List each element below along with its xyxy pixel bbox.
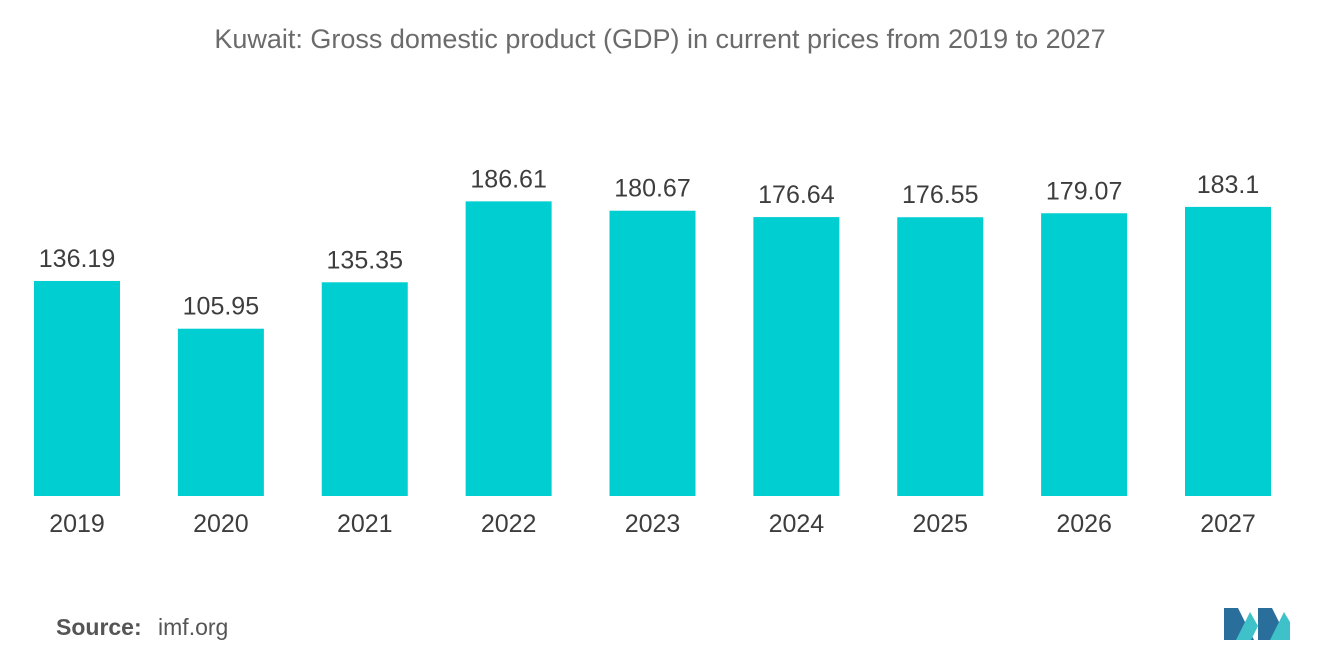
value-label-2022: 186.61 <box>470 165 546 193</box>
source-value: imf.org <box>158 614 229 640</box>
x-tick-label-2024: 2024 <box>769 510 825 538</box>
bar-2024 <box>753 217 840 497</box>
value-label-2021: 135.35 <box>327 246 403 274</box>
bar-2020 <box>177 328 264 496</box>
bar-2019 <box>34 280 120 496</box>
x-tick-label-2025: 2025 <box>912 510 968 538</box>
value-label-2025: 176.55 <box>902 181 978 209</box>
mordor-intelligence-logo-icon <box>1224 608 1290 640</box>
x-tick-label-2026: 2026 <box>1056 510 1112 538</box>
value-label-2026: 179.07 <box>1046 177 1122 205</box>
source-label: Source: <box>56 614 142 640</box>
x-tick-label-2022: 2022 <box>481 510 537 538</box>
bar-2025 <box>897 217 984 496</box>
bar-2021 <box>321 282 408 496</box>
x-tick-label-2021: 2021 <box>337 510 393 538</box>
value-label-2023: 180.67 <box>614 175 690 203</box>
value-label-2019: 136.19 <box>39 245 115 273</box>
x-tick-label-2027: 2027 <box>1200 510 1256 538</box>
source-note: Source: imf.org <box>56 614 228 641</box>
value-label-2020: 105.95 <box>183 293 259 321</box>
value-label-2024: 176.64 <box>758 181 835 209</box>
value-label-2027: 183.1 <box>1197 171 1260 199</box>
x-tick-label-2023: 2023 <box>625 510 681 538</box>
chart-title: Kuwait: Gross domestic product (GDP) in … <box>214 24 1106 54</box>
x-tick-label-2019: 2019 <box>49 510 105 538</box>
bar-2026 <box>1041 213 1128 497</box>
x-tick-label-2020: 2020 <box>193 510 249 538</box>
bar-2022 <box>465 201 552 496</box>
bar-2027 <box>1185 206 1271 497</box>
bar-2023 <box>609 210 696 497</box>
